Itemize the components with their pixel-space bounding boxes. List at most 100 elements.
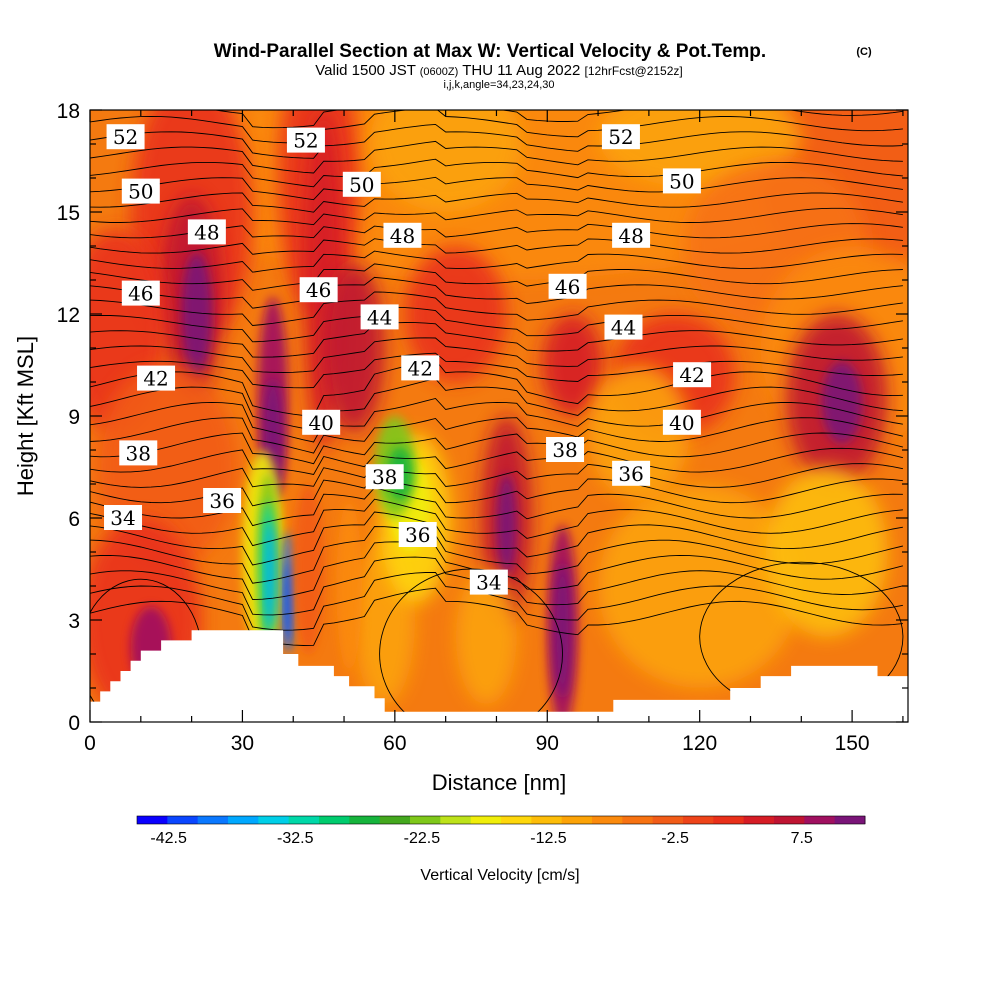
contour-label: 50 [342, 171, 381, 197]
colorbar-swatch [622, 816, 654, 824]
colorbar-tick-label: 7.5 [791, 830, 813, 847]
colorbar-frame [136, 815, 866, 825]
y-tick-label: 18 [57, 100, 80, 123]
x-tick-label: 30 [231, 732, 254, 755]
contour-label: 44 [604, 314, 643, 340]
colorbar-tick-label: -2.5 [661, 830, 689, 847]
theta-line [212, 110, 903, 129]
colorbar-swatch [470, 816, 502, 824]
x-tick-label: 120 [682, 732, 717, 755]
colorbar-tick-label: -12.5 [530, 830, 567, 847]
contour-label: 34 [469, 569, 508, 595]
svg-text:42: 42 [143, 367, 168, 391]
x-tick-label: 90 [536, 732, 559, 755]
contour-label: 36 [203, 488, 242, 513]
theta-line [90, 276, 903, 309]
y-axis-label: Height [Kft MSL] [13, 336, 38, 496]
forecast-info: [12hrFcst@2152z] [585, 64, 683, 78]
valid-date: THU 11 Aug 2022 [462, 62, 580, 79]
colorbar-swatch [774, 816, 805, 824]
theta-contour-labels: 52 52 52 50 50 50 48 48 48 46 46 46 44 44 42 42 42 40 40 38… [104, 124, 712, 595]
copyright-mark: (C) [856, 46, 872, 58]
svg-text:36: 36 [209, 489, 234, 513]
colorbar-swatch [197, 816, 229, 824]
chart-subtitle: Valid 1500 JST (0600Z) THU 11 Aug 2022 [… [315, 62, 683, 79]
y-tick-label: 15 [57, 202, 80, 225]
colorbar-label: Vertical Velocity [cm/s] [420, 867, 579, 884]
svg-text:40: 40 [308, 411, 333, 435]
svg-text:48: 48 [194, 220, 219, 244]
axis-ticks [89, 109, 908, 723]
colorbar-swatch [228, 816, 259, 824]
velocity-cell [496, 473, 517, 576]
theta-line [90, 526, 904, 584]
y-tick-label: 9 [68, 406, 80, 429]
theta-line [90, 322, 903, 358]
colorbar-swatch [379, 816, 411, 824]
theta-line [90, 352, 903, 389]
x-axis-label: Distance [nm] [432, 770, 567, 795]
colorbar-swatch [349, 816, 381, 824]
theta-line [90, 263, 903, 291]
contour-label: 38 [546, 437, 585, 462]
contour-label: 46 [548, 273, 587, 299]
x-tick-label: 60 [383, 732, 406, 755]
colorbar [136, 815, 866, 825]
theta-line [90, 110, 903, 144]
contour-label: 40 [662, 409, 701, 435]
contour-label: 50 [121, 178, 160, 204]
colorbar-swatch [592, 816, 623, 824]
svg-text:50: 50 [349, 173, 374, 197]
colorbar-swatch [561, 816, 593, 824]
velocity-cell [821, 361, 863, 444]
contour-label: 50 [662, 168, 701, 194]
svg-text:34: 34 [476, 571, 501, 595]
contour-label: 38 [365, 464, 404, 490]
theta-line [90, 498, 903, 547]
theta-line [90, 158, 903, 188]
theta-line [90, 176, 903, 201]
svg-text:52: 52 [293, 129, 318, 153]
svg-text:36: 36 [618, 462, 643, 486]
contour-label: 52 [601, 124, 640, 150]
plot-area: 52 52 52 50 50 50 48 48 48 46 46 46 44 44 42 42 42 40 40 38… [90, 110, 908, 722]
svg-text:48: 48 [618, 224, 643, 248]
theta-line [90, 250, 903, 273]
velocity-cell [765, 467, 888, 637]
svg-text:38: 38 [126, 441, 151, 465]
colorbar-tick-label: -32.5 [277, 830, 314, 847]
contour-label: 42 [137, 365, 176, 391]
theta-line [90, 306, 903, 343]
contour-label: 36 [398, 522, 437, 547]
theta-line [90, 447, 904, 476]
colorbar-swatch [713, 816, 745, 824]
colorbar-swatch [440, 816, 472, 824]
svg-text:52: 52 [113, 125, 138, 149]
colorbar-swatch [167, 816, 199, 824]
contour-label: 48 [383, 222, 422, 248]
svg-text:44: 44 [611, 316, 636, 340]
velocity-field [90, 110, 908, 722]
theta-line [90, 432, 904, 465]
colorbar-swatch [804, 816, 836, 824]
svg-text:46: 46 [555, 275, 580, 299]
valid-zulu: (0600Z) [420, 66, 459, 78]
colorbar-swatch [288, 816, 320, 824]
theta-line [90, 140, 903, 174]
y-tick-label: 0 [68, 712, 80, 735]
colorbar-tick-label: -22.5 [404, 830, 441, 847]
theta-line [90, 511, 903, 566]
colorbar-swatch [743, 816, 775, 824]
colorbar-swatch [501, 816, 532, 824]
colorbar-swatch [834, 816, 866, 824]
velocity-cell [285, 562, 292, 644]
colorbar-swatch [258, 816, 290, 824]
y-tick-label: 6 [68, 508, 80, 531]
svg-text:40: 40 [669, 411, 694, 435]
velocity-cell [266, 521, 275, 631]
y-tick-label: 12 [57, 304, 80, 327]
x-tick-labels: 0 30 60 90 120 150 [84, 732, 869, 755]
theta-line [90, 417, 904, 454]
theta-line [90, 337, 903, 373]
